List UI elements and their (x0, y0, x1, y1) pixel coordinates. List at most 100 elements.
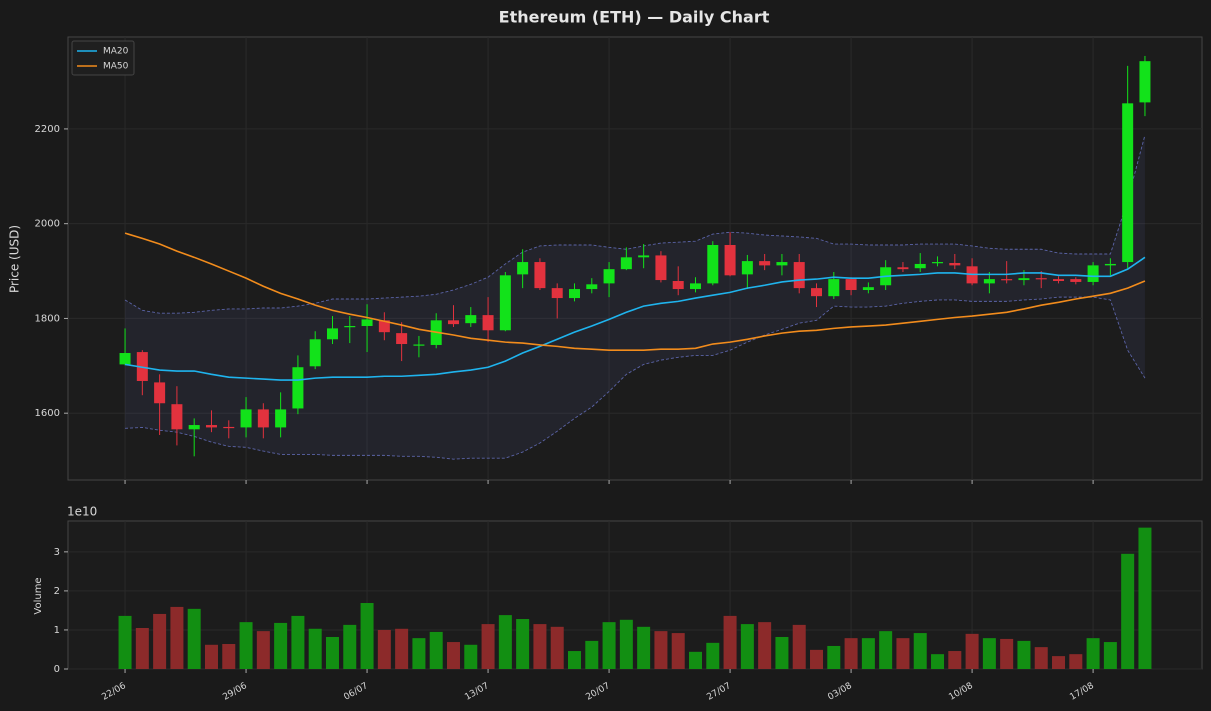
price-panel (67, 36, 1203, 481)
candle-body (326, 328, 338, 340)
candle-body (862, 287, 874, 291)
volume-bar (1069, 654, 1083, 669)
candle-body (603, 269, 615, 284)
candle-body (396, 333, 408, 345)
volume-bar (1103, 642, 1117, 669)
volume-bar (740, 624, 754, 669)
volume-bar (1034, 647, 1048, 669)
volume-bar (931, 654, 945, 669)
y-tick-label: 2000 (35, 219, 60, 230)
volume-bar (810, 649, 824, 669)
y-tick-label: 0 (54, 664, 60, 675)
candle-body (620, 257, 632, 270)
band-line (125, 296, 1146, 460)
volume-bar (550, 626, 564, 669)
candle-body (482, 315, 494, 331)
volume-bar (758, 622, 772, 669)
volume-bar (706, 642, 720, 669)
candle-body (1053, 279, 1065, 282)
volume-bar (464, 644, 478, 669)
legend-label: MA50 (103, 62, 129, 72)
candle-body (275, 409, 287, 428)
candle-body (638, 255, 650, 258)
volume-bar (395, 628, 409, 669)
candle-body (1104, 263, 1116, 266)
candle-body (1122, 103, 1134, 263)
volume-bar (118, 615, 132, 669)
volume-bar (982, 638, 996, 669)
volume-bar (377, 629, 391, 669)
volume-bar (135, 627, 149, 669)
candle-body (292, 367, 304, 409)
volume-bar (689, 651, 703, 669)
y-tick-label: 2200 (35, 124, 60, 135)
legend-label: MA20 (103, 47, 129, 57)
candle-body (914, 263, 926, 269)
y-axis-label: Price (USD) (8, 225, 22, 293)
band-line (124, 134, 1146, 314)
candle-body (171, 404, 183, 430)
candle-body (309, 339, 321, 367)
candle-body (1087, 265, 1099, 282)
volume-bar (775, 636, 789, 669)
candle-body (741, 261, 753, 275)
candle-body (344, 326, 356, 328)
candle-body (188, 425, 200, 430)
offset-label: 1e10 (67, 505, 97, 519)
volume-bar (343, 624, 357, 669)
volume-bar (308, 628, 322, 669)
volume-bar (1138, 527, 1152, 669)
chart-title: Ethereum (ETH) — Daily Chart (499, 8, 770, 27)
volume-bar (481, 624, 495, 669)
candle-body (568, 289, 580, 299)
candle-body (499, 275, 511, 331)
y-tick-label: 1800 (35, 313, 60, 324)
candle-body (1018, 278, 1030, 281)
candle-body (776, 262, 788, 266)
candle-body (361, 319, 373, 327)
volume-bar (637, 626, 651, 669)
volume-bar (585, 640, 599, 669)
candle-body (119, 353, 131, 365)
volume-bar (861, 638, 875, 669)
volume-bar (913, 633, 927, 669)
volume-bar (827, 645, 841, 669)
candle-body (1070, 279, 1082, 282)
candle-body (223, 426, 235, 429)
volume-bar (446, 642, 460, 669)
volume-bar (844, 638, 858, 669)
volume-bar (567, 651, 581, 669)
candle-body (759, 261, 771, 266)
candle-body (897, 267, 909, 270)
volume-bar (498, 615, 512, 669)
volume-bar (412, 638, 426, 669)
candle-body (932, 262, 944, 264)
volume-bar (204, 644, 218, 669)
candle-body (1035, 278, 1047, 280)
volume-panel (67, 520, 1203, 670)
volume-bar (153, 613, 167, 669)
candle-body (690, 283, 702, 290)
volume-bar (429, 631, 443, 669)
volume-bar (256, 631, 270, 669)
volume-bar (274, 622, 288, 669)
candle-body (517, 262, 529, 275)
candle-body (793, 262, 805, 289)
candle-body (707, 244, 719, 284)
ma-line (124, 232, 1146, 351)
candle-body (949, 263, 961, 266)
volume-bar (325, 636, 339, 669)
volume-bar (222, 644, 236, 669)
candle-body (672, 281, 684, 290)
volume-bar (516, 619, 530, 669)
volume-bar (1017, 640, 1031, 669)
candle-body (447, 320, 459, 325)
volume-bar (965, 633, 979, 669)
candle-body (811, 288, 823, 297)
volume-bar (896, 638, 910, 669)
candle-body (655, 255, 667, 281)
candle-body (983, 279, 995, 284)
volume-bar (671, 633, 685, 669)
volume-bar (723, 615, 737, 669)
